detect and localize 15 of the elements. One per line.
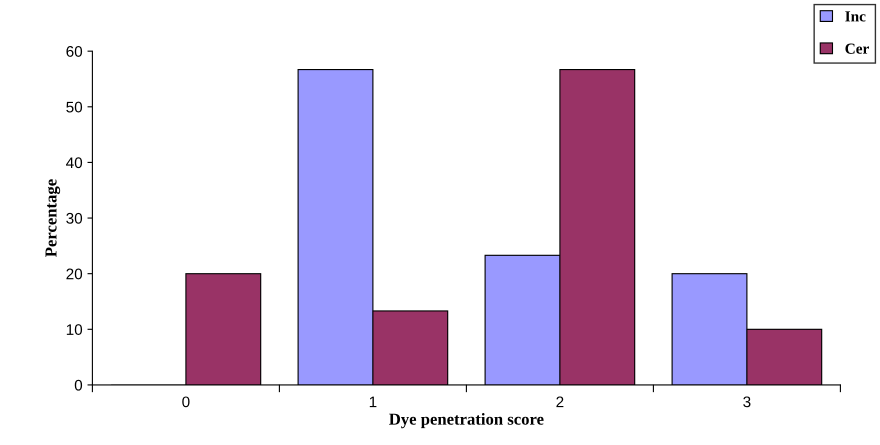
legend-label: Cer [845,44,869,54]
y-axis-title: Percentage [46,179,60,257]
legend-label: Inc [845,11,866,22]
y-tick-label: 50 [66,102,82,112]
x-tick-label: 1 [370,396,376,408]
x-tick-label: 0 [182,396,190,408]
y-tick-label: 20 [66,268,82,280]
x-tick-label: 3 [743,396,750,408]
y-tick-label: 60 [66,46,82,57]
x-axis-title: Dye penetration score [389,413,544,428]
y-tick-label: 30 [66,212,82,224]
y-tick-label: 40 [66,157,82,168]
y-tick-label: 0 [74,380,82,391]
y-tick-label: 10 [66,324,82,335]
x-tick-label: 2 [556,396,564,408]
